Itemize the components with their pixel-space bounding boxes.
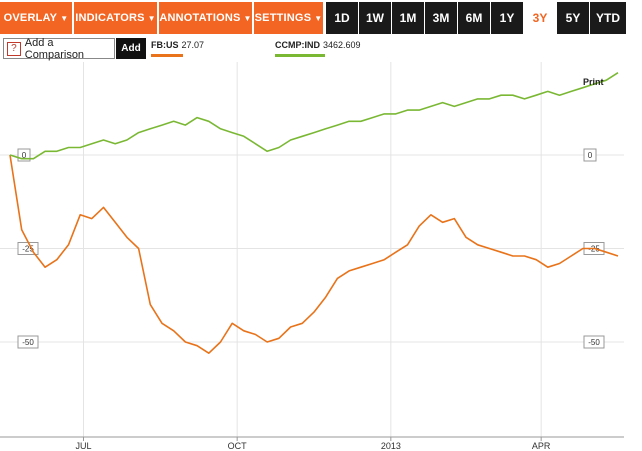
add-comparison-button[interactable]: Add [116,38,146,59]
y-tick-label-left: -25 [22,245,34,254]
add-comparison-input[interactable]: ? Add a Comparison [3,36,115,61]
legend-fb-ticker: FB:US [151,40,179,50]
range-5y-button[interactable]: 5Y [557,2,589,34]
overlay-menu-label: OVERLAY [3,12,58,24]
y-tick-label-right: -50 [588,338,600,347]
settings-menu-button[interactable]: SETTINGS ▼ [254,2,323,34]
annotations-menu-label: ANNOTATIONS [159,12,241,24]
legend-fb-value: 27.07 [181,40,205,50]
y-tick-label-right: -25 [588,245,600,254]
y-tick-box-left [17,335,39,349]
caret-down-icon: ▼ [314,13,323,23]
x-tick-label: APR [532,441,551,451]
range-3y-button[interactable]: 3Y [524,2,556,34]
range-1y-button[interactable]: 1Y [491,2,523,34]
range-1m-button[interactable]: 1M [392,2,424,34]
legend-ccmp-ticker: CCMP:IND [275,40,320,50]
range-1w-button[interactable]: 1W [359,2,391,34]
toolbar: OVERLAY ▼ INDICATORS ▼ ANNOTATIONS ▼ SETTIN… [0,0,642,36]
series-line-ccmp-ind [9,72,619,160]
legend-ccmp-swatch [275,54,325,57]
range-ytd-button[interactable]: YTD [590,2,626,34]
add-comparison-label: Add a Comparison [24,36,85,61]
y-tick-box-right [583,335,605,349]
indicators-menu-button[interactable]: INDICATORS ▼ [74,2,157,34]
legend-fb[interactable]: FB:US 27.07 [151,40,205,57]
legend-ccmp[interactable]: CCMP:IND 3462.609 [275,40,361,57]
help-icon[interactable]: ? [7,41,21,56]
y-tick-label-left: 0 [22,151,27,160]
range-1d-button[interactable]: 1D [326,2,358,34]
y-tick-box-right [583,242,605,255]
x-tick-label: OCT [228,441,248,451]
legend-fb-swatch [151,54,183,57]
series-line-fb-us [9,154,619,354]
legend-ccmp-value: 3462.609 [323,40,361,50]
caret-down-icon: ▼ [243,13,252,23]
y-tick-label-left: -50 [22,338,34,347]
y-tick-box-right [583,148,597,162]
y-tick-label-right: 0 [588,151,593,160]
y-tick-box-left [17,148,31,162]
range-3m-button[interactable]: 3M [425,2,457,34]
annotations-menu-button[interactable]: ANNOTATIONS ▼ [159,2,252,34]
indicators-menu-label: INDICATORS [75,12,145,24]
print-link[interactable]: Print [583,77,604,87]
x-tick-label: JUL [75,441,91,451]
overlay-menu-button[interactable]: OVERLAY ▼ [0,2,72,34]
y-tick-box-left [17,242,39,255]
caret-down-icon: ▼ [60,13,69,23]
x-tick-label: 2013 [381,441,401,451]
settings-menu-label: SETTINGS [254,12,312,24]
range-6m-button[interactable]: 6M [458,2,490,34]
caret-down-icon: ▼ [147,13,156,23]
